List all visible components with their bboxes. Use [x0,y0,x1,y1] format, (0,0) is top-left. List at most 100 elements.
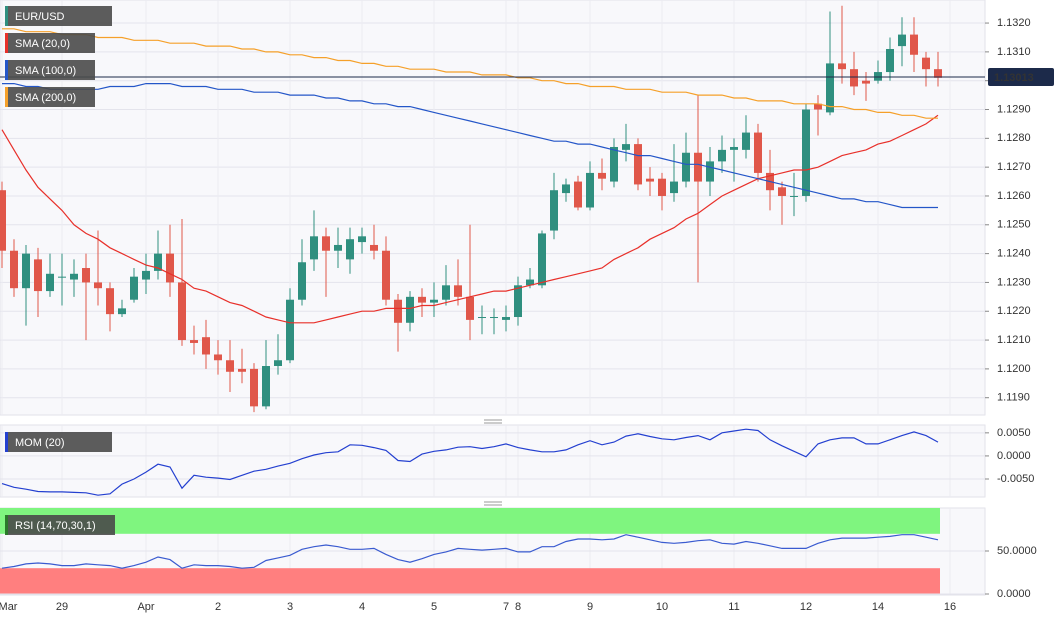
candle-body [922,57,930,70]
last-price-box [988,67,1054,86]
candle-body [346,239,354,260]
candle-body [874,72,882,81]
candle-body [790,195,798,197]
oversold-band [0,568,940,594]
candle-body [514,285,522,318]
candle-body [850,69,858,87]
line [2,83,938,209]
line [1,534,939,569]
candle-body [730,146,738,150]
candle-body [238,368,246,372]
last-price-label: 1.13013 [994,72,1034,84]
candle-body [490,317,498,319]
candle-body [250,368,258,407]
x-tick-label: Apr [137,601,154,613]
candle-body [106,288,114,315]
resize-handle[interactable] [484,419,502,506]
candle-body [202,337,210,355]
candle-body [58,276,66,278]
x-tick-label: 8 [515,601,521,613]
candle-body [862,80,870,84]
candle-body [394,299,402,323]
y-tick-label: 1.1200 [997,363,1031,375]
candle-body [658,178,666,196]
legend-swatch [5,33,8,53]
candle-body [634,144,642,185]
candle-body [70,273,78,280]
legend-label: MOM (20) [15,437,65,449]
candle-body [310,236,318,260]
x-tick-label: 12 [800,601,812,613]
legend-label: RSI (14,70,30,1) [15,520,96,532]
candle-body [682,152,690,182]
y-tick-label: 1.1310 [997,46,1031,58]
x-tick-label: 16 [944,601,956,613]
legend-swatch [5,6,8,26]
candle-body [454,285,462,297]
candle-body [886,48,894,73]
candle-body [154,253,162,271]
x-tick-label: 3 [287,601,293,613]
y-tick-label: 1.1270 [997,161,1031,173]
candle-body [598,172,606,179]
y-tick-label: 0.0000 [997,450,1031,462]
candle-body [370,244,378,251]
y-tick-label: 0.0050 [997,427,1031,439]
y-tick-label: 1.1190 [997,392,1030,404]
y-tick-label: 1.1250 [997,219,1031,231]
y-tick-label: 1.1320 [997,17,1031,29]
y-tick-label: 1.1260 [997,190,1031,202]
candle-body [910,34,918,55]
candle-body [274,360,282,367]
legend-box [5,87,95,107]
candle-body [82,268,90,283]
candle-body [322,236,330,251]
candle-body [358,236,366,243]
candle-body [226,360,234,372]
candle-body [646,178,654,182]
candle-body [838,63,846,70]
candle-body [754,132,762,173]
candle-body [10,250,18,289]
y-tick-label: 1.1210 [997,334,1031,346]
candle-body [718,149,726,162]
candle-body [430,299,438,303]
x-tick-label: 7 [503,601,509,613]
candle-body [622,144,630,150]
legend-box [5,33,95,53]
candle-body [526,279,534,286]
candle-body [262,366,270,407]
candle-body [802,109,810,196]
overbought-band [0,508,940,534]
candle-body [670,181,678,194]
legend-label: SMA (20,0) [15,38,70,50]
x-tick-label: 29 [56,601,68,613]
candle-body [418,296,426,303]
legend-swatch [5,432,8,452]
y-tick-label: 50.0000 [997,545,1037,557]
legend-swatch [5,60,8,80]
candle-body [502,317,510,320]
candle-body [694,152,702,182]
candle-body [550,190,558,231]
candle-body [214,354,222,361]
y-tick-label: 1.1290 [997,103,1031,115]
candle-body [178,282,186,341]
candle-body [0,190,6,251]
x-tick-label: 5 [431,601,437,613]
candle-body [586,172,594,208]
candle-body [778,187,786,196]
legend-label: SMA (100,0) [15,65,76,77]
y-tick-label: 1.1230 [997,276,1031,288]
legend-label: EUR/USD [15,11,65,23]
x-tick-label: 2 [215,601,221,613]
legend-swatch [5,515,8,535]
candle-body [826,63,834,113]
x-tick-label: 11 [728,601,739,613]
legend-box [5,60,95,80]
candle-body [382,250,390,300]
y-tick-label: 1.1220 [997,305,1031,317]
y-tick-label: 1.1240 [997,248,1031,260]
candle-body [46,273,54,292]
candle-body [706,161,714,182]
